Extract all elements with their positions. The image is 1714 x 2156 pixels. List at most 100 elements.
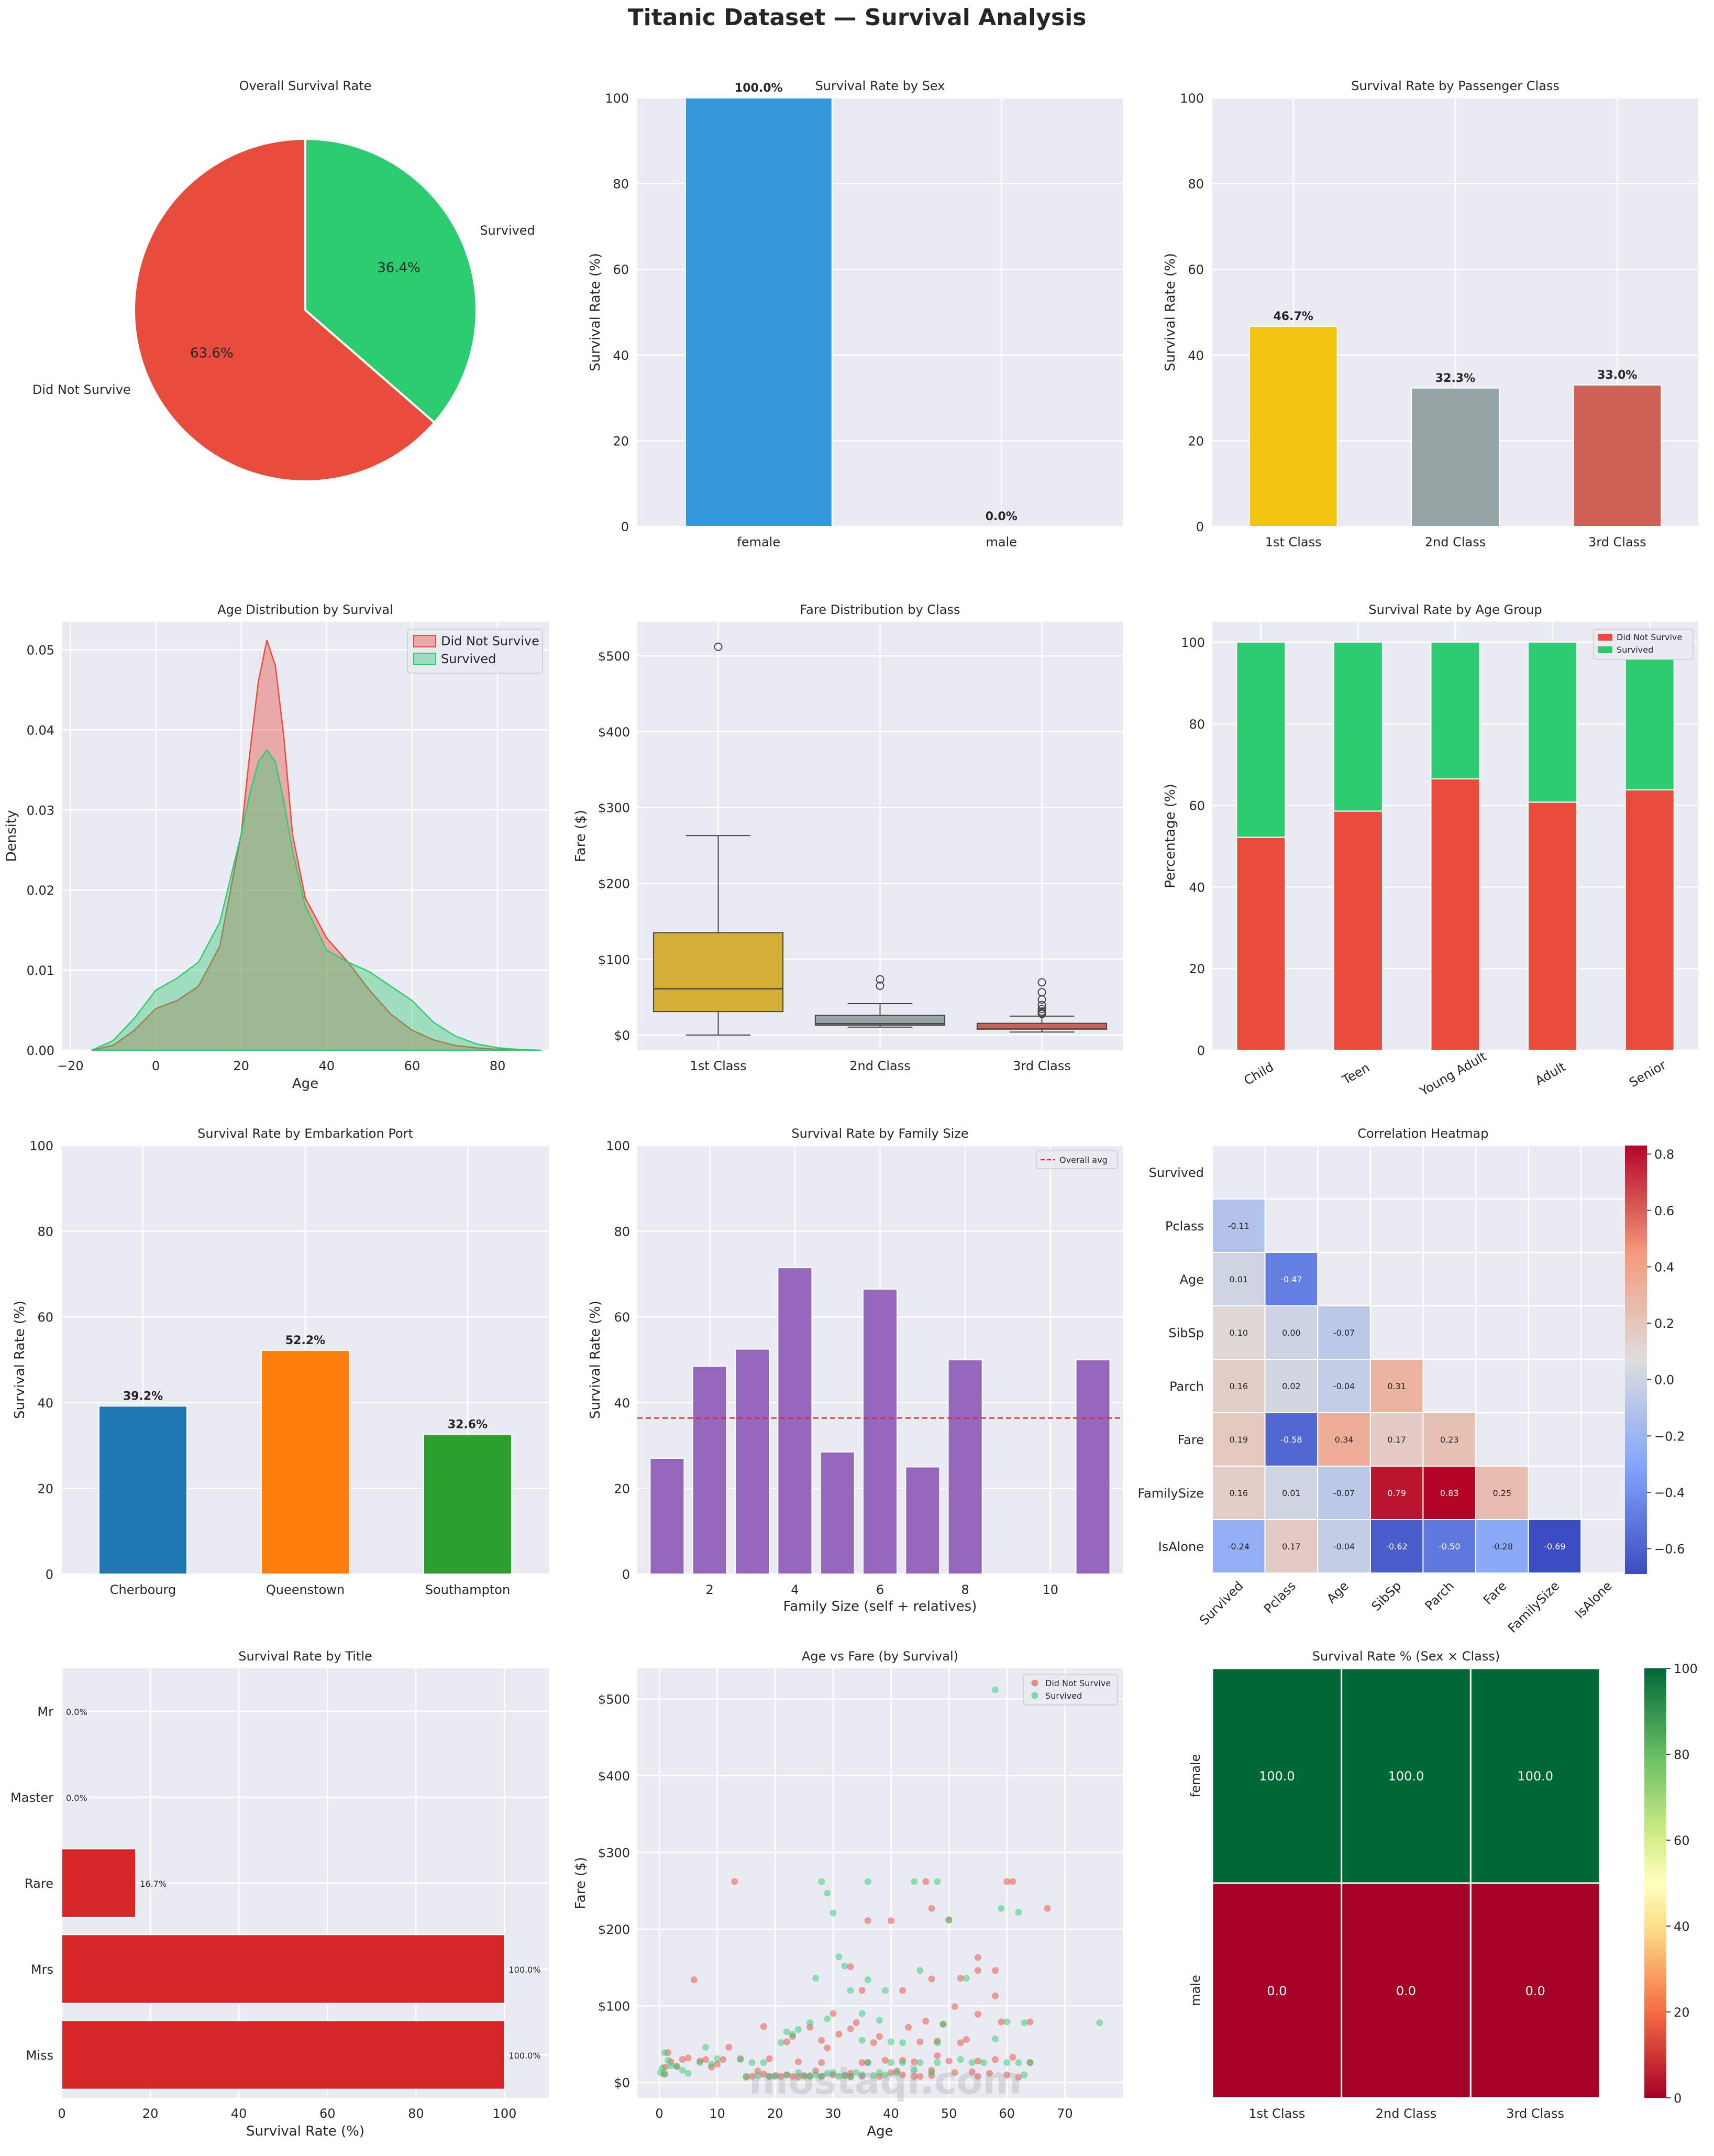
corr-cell bbox=[1264, 1252, 1319, 1306]
scatter-point-did-not-survive bbox=[847, 1963, 854, 1971]
scatter-point-survived bbox=[806, 2019, 814, 2026]
scatter-point-did-not-survive bbox=[974, 2010, 981, 2018]
corr-cell-value: 0.01 bbox=[1229, 1274, 1248, 1284]
sexclass-xtick-label: 1st Class bbox=[1248, 2106, 1305, 2121]
scatter-xtick-label: 60 bbox=[999, 2106, 1015, 2121]
age_group-bar-young-adult-did-not-survive bbox=[1430, 778, 1480, 1051]
age_kde-ytick-label: 0.03 bbox=[27, 803, 54, 818]
age_group-legend-swatch bbox=[1598, 646, 1612, 653]
title-xlabel: Survival Rate (%) bbox=[246, 2124, 364, 2139]
embark-ytick-label: 100 bbox=[29, 1139, 53, 1153]
age_kde-series-survived-area bbox=[91, 749, 541, 1051]
corr-cell bbox=[1422, 1519, 1476, 1574]
corr-cell-value: 0.23 bbox=[1440, 1435, 1459, 1445]
scatter-point-did-not-survive bbox=[974, 2073, 981, 2080]
sexclass-cell bbox=[1211, 1882, 1343, 2099]
scatter-legend-swatch bbox=[1031, 1679, 1038, 1687]
scatter-point-did-not-survive bbox=[899, 1987, 906, 1994]
corr-colorbar-tick-label: 0.8 bbox=[1654, 1147, 1674, 1162]
corr-cell-value: 0.02 bbox=[1282, 1381, 1301, 1391]
scatter-point-survived bbox=[824, 2070, 831, 2077]
scatter-point-did-not-survive bbox=[945, 2058, 953, 2065]
scatter-xtick-label: 30 bbox=[825, 2106, 842, 2121]
age_group-legend-swatch bbox=[1598, 634, 1612, 641]
scatter-point-survived bbox=[876, 2069, 883, 2076]
scatter-point-did-not-survive bbox=[847, 2025, 854, 2032]
title-bar-rare bbox=[61, 1848, 137, 1918]
scatter-point-did-not-survive bbox=[963, 2036, 970, 2043]
age_group-ytick-label: 40 bbox=[1189, 880, 1205, 895]
scatter-point-did-not-survive bbox=[818, 2037, 825, 2044]
scatter-point-did-not-survive bbox=[888, 1917, 894, 1924]
scatter-point-did-not-survive bbox=[702, 2056, 709, 2063]
scatter-point-did-not-survive bbox=[1009, 1878, 1016, 1885]
scatter-point-survived bbox=[824, 1889, 831, 1897]
corr-cell-value: 0.83 bbox=[1440, 1488, 1459, 1498]
pclass-ytick-label: 20 bbox=[1188, 434, 1204, 448]
embark-ytick-label: 40 bbox=[37, 1396, 53, 1411]
embark-chart-title: Survival Rate by Embarkation Port bbox=[197, 1126, 413, 1141]
corr-xtick-label: FamilySize bbox=[1505, 1578, 1562, 1635]
title-ytick-label: Mrs bbox=[31, 1962, 53, 1977]
corr-cell bbox=[1212, 1359, 1266, 1413]
scatter-point-survived bbox=[888, 2059, 894, 2066]
corr-cell-value: 0.31 bbox=[1387, 1381, 1406, 1391]
corr-ytick-label: SibSp bbox=[1168, 1326, 1204, 1340]
corr-xtick-label: Survived bbox=[1197, 1578, 1246, 1627]
age_group-bar-young-adult-survived bbox=[1430, 641, 1480, 779]
sex-xtick-label: female bbox=[737, 535, 780, 549]
scatter-point-survived bbox=[847, 2074, 854, 2081]
pclass-bar-value-label: 32.3% bbox=[1435, 372, 1475, 385]
scatter-point-survived bbox=[893, 2069, 901, 2076]
embark-bar-queenstown bbox=[261, 1350, 350, 1575]
scatter-point-survived bbox=[963, 1975, 970, 1982]
scatter-point-survived bbox=[806, 2072, 814, 2079]
scatter-point-did-not-survive bbox=[720, 2056, 727, 2063]
age_group-bar-child-survived bbox=[1236, 641, 1286, 838]
sexclass-ytick-label: male bbox=[1188, 1975, 1203, 2006]
scatter-point-did-not-survive bbox=[911, 2058, 918, 2065]
scatter-point-did-not-survive bbox=[922, 1878, 930, 1885]
scatter-point-survived bbox=[830, 2069, 837, 2076]
scatter-point-survived bbox=[684, 2070, 692, 2077]
corr-cell bbox=[1528, 1519, 1582, 1574]
scatter-point-did-not-survive bbox=[974, 2058, 981, 2065]
sex-ytick-label: 100 bbox=[605, 91, 629, 106]
sexclass-colorbar-tick-label: 0 bbox=[1674, 2091, 1682, 2106]
scatter-point-did-not-survive bbox=[1015, 2074, 1022, 2081]
scatter-legend-label: Survived bbox=[1045, 1691, 1082, 1701]
scatter-ytick-label: $400 bbox=[598, 1769, 630, 1784]
scatter-point-did-not-survive bbox=[899, 2071, 906, 2078]
corr-cell-value: -0.04 bbox=[1333, 1381, 1355, 1391]
scatter-point-survived bbox=[899, 2059, 906, 2066]
family-bar-size-7 bbox=[905, 1466, 941, 1575]
scatter-point-did-not-survive bbox=[916, 2038, 924, 2045]
age_group-ytick-label: 60 bbox=[1189, 799, 1205, 813]
embark-ytick-label: 0 bbox=[46, 1567, 53, 1582]
family-bar-size-6 bbox=[862, 1289, 898, 1575]
embark-bar-value-label: 52.2% bbox=[285, 1334, 325, 1347]
scatter-point-did-not-survive bbox=[731, 1878, 738, 1885]
family-legend-label: Overall avg bbox=[1059, 1155, 1108, 1165]
pclass-ytick-label: 80 bbox=[1188, 177, 1204, 192]
corr-colorbar-tick-label: 0.6 bbox=[1654, 1204, 1674, 1218]
embark-bar-cherbourg bbox=[98, 1405, 187, 1575]
sexclass-colorbar-tick-label: 40 bbox=[1674, 1919, 1690, 1934]
family-bar-size-5 bbox=[820, 1451, 855, 1575]
title-bar-mrs bbox=[61, 1934, 505, 2004]
scatter-point-survived bbox=[882, 2071, 889, 2078]
scatter-point-did-not-survive bbox=[766, 2055, 773, 2062]
age_kde-ytick-label: 0.00 bbox=[27, 1043, 54, 1058]
sexclass-cell-value: 100.0 bbox=[1388, 1769, 1424, 1784]
age_group-xtick-label: Child bbox=[1242, 1060, 1276, 1088]
sex-bar-value-label: 100.0% bbox=[735, 82, 783, 95]
scatter-point-did-not-survive bbox=[1009, 2053, 1016, 2061]
age_kde-ytick-label: 0.01 bbox=[27, 963, 54, 978]
age_kde-xlabel: Age bbox=[292, 1076, 318, 1092]
sexclass-colorbar-tick-label: 80 bbox=[1674, 1747, 1690, 1762]
scatter-point-did-not-survive bbox=[1003, 1878, 1011, 1885]
corr-cell-value: -0.69 bbox=[1544, 1542, 1565, 1552]
scatter-point-did-not-survive bbox=[679, 2056, 686, 2063]
family-xtick-label: 4 bbox=[791, 1582, 799, 1597]
scatter-point-survived bbox=[812, 1975, 820, 1982]
